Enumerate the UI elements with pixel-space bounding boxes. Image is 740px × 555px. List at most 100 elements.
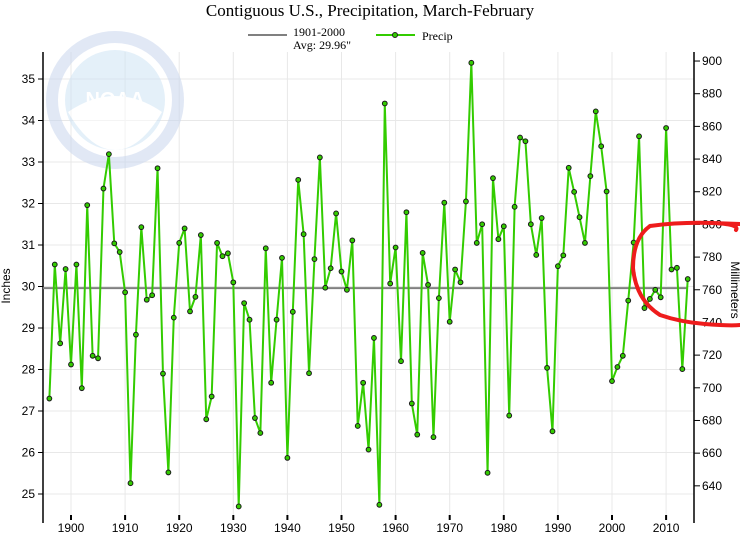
x-tick-label: 2000 [599,521,626,535]
x-tick-label: 1940 [274,521,301,535]
precip-data-point [511,203,518,210]
precip-data-point [473,240,480,246]
precip-data-point [441,199,448,206]
precip-data-point [555,263,561,270]
x-tick-label: 1930 [220,521,247,535]
precip-data-point [684,276,691,282]
precip-data-point [614,364,621,370]
precip-data-point [241,300,248,307]
precip-data-point [619,352,626,359]
precip-data-point [143,296,150,303]
precip-data-point [674,264,680,271]
precip-data-point [392,244,399,251]
precip-data-point [262,245,269,252]
precip-data-point [560,252,567,259]
y-tick-label: 30 [22,280,36,294]
precip-data-point [522,138,529,145]
precip-data-point [463,198,469,205]
precip-data-point [349,237,356,244]
precip-data-point [300,231,307,238]
precip-data-point [381,100,388,107]
logo-ring [46,31,184,169]
precip-data-point [371,335,377,341]
precip-data-point [582,240,588,246]
y-tick-label: 35 [22,72,36,86]
precip-data-point [338,268,345,275]
precip-data-point [419,249,426,256]
precip-data-point [565,164,572,171]
precip-data-point [468,59,475,66]
y2-tick-label: 820 [702,185,722,199]
precip-data-point [679,366,686,372]
noaa-logo-watermark: NOAA [46,31,184,169]
precip-data-point [576,214,583,221]
precip-data-point [457,279,464,286]
precip-data-point [387,280,394,287]
precip-data-point [252,415,258,421]
precip-data-point [538,215,545,221]
x-tick-label: 1960 [382,521,409,535]
precip-data-point [641,305,648,311]
precip-data-point [214,240,220,246]
precip-data-point [446,318,453,325]
precip-data-point [187,308,193,315]
precip-data-point [603,188,610,195]
y2-axis-label: Millimeters [728,261,740,318]
precip-data-point [592,108,599,115]
precip-points [46,59,691,510]
x-tick-label: 1910 [112,521,139,535]
precip-data-point [78,385,85,392]
precip-data-point [322,284,329,291]
precip-data-point [273,316,280,323]
precip-data-point [160,370,166,377]
precip-data-point [652,286,659,293]
chart-title: Contiguous U.S., Precipitation, March-Fe… [206,1,535,20]
precip-data-point [398,358,404,365]
precip-data-point [527,221,534,228]
y2-tick-label: 660 [702,446,722,460]
precip-data-point [192,293,199,300]
precip-data-point [435,295,442,302]
precip-data-point [517,134,523,141]
precip-data-point [138,224,145,231]
legend: 1901-2000 Avg: 29.96" Precip [248,25,453,52]
precip-data-point [295,176,302,183]
precip-data-point [133,331,139,338]
precip-data-point [490,175,496,182]
y-tick-label: 32 [22,197,36,211]
x-tick-label: 1970 [436,521,463,535]
x-tick-label: 1950 [328,521,355,535]
precip-data-point [224,250,231,257]
precip-data-point [403,209,410,216]
precip-data-point [549,428,556,435]
precip-data-point [68,361,74,368]
precip-data-point [116,249,123,255]
precip-data-point [284,454,291,461]
legend-precip-label: Precip [422,29,453,43]
y2-tick-label: 880 [702,87,722,101]
logo-bird-shape [68,96,162,150]
precip-data-point [452,266,459,273]
precip-data-point [506,412,513,419]
y-tick-label: 28 [22,363,36,377]
x-tick-label: 1900 [58,521,85,535]
precip-data-point [657,294,664,301]
precip-data-point [360,379,367,386]
precip-data-point [668,266,675,273]
precip-data-point [73,261,80,268]
y2-tick-label: 680 [702,413,722,427]
precip-data-point [414,431,421,438]
precip-data-point [46,395,53,402]
precip-data-point [154,165,161,172]
precip-data-point [170,314,177,321]
legend-average-value: Avg: 29.96" [293,38,351,52]
y2-tick-label: 780 [702,250,722,264]
precip-data-point [344,286,350,293]
precip-data-point [181,225,188,232]
precip-data-point [479,221,486,228]
precip-data-point [316,154,323,161]
precip-data-point [127,480,134,487]
precip-data-point [598,143,605,150]
precip-data-point [235,503,242,510]
